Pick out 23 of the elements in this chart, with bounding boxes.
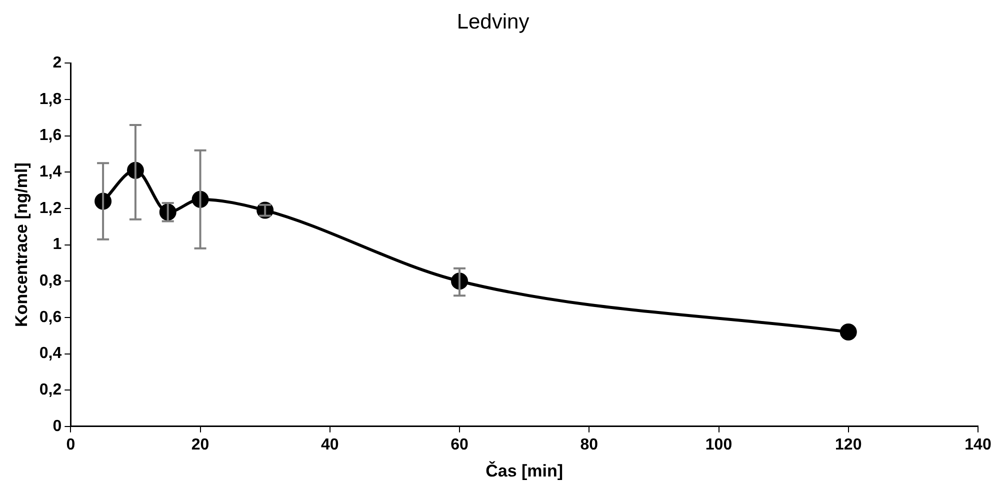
chart-title: Ledviny <box>456 10 530 34</box>
x-tick-label: 40 <box>320 436 339 454</box>
point <box>840 323 857 340</box>
x-tick-label: 0 <box>66 436 76 454</box>
x-tick-label: 80 <box>580 436 598 454</box>
x-tick-label: 60 <box>450 436 469 454</box>
y-tick-label: 1 <box>52 236 62 254</box>
y-tick-label: 1,6 <box>39 127 62 144</box>
y-tick-label: 1,2 <box>39 200 62 217</box>
y-axis-title: Koncentrace [ng/ml] <box>12 162 31 327</box>
x-tick-label: 120 <box>835 436 862 454</box>
y-tick-label: 1,8 <box>39 90 62 108</box>
x-tick-label: 100 <box>705 436 732 454</box>
y-tick-label: 2 <box>52 54 62 72</box>
y-tick-label: 0 <box>52 418 62 435</box>
y-tick-label: 0,2 <box>39 381 62 398</box>
y-tick-label: 1,4 <box>39 164 62 181</box>
y-tick-label: 0,4 <box>39 345 62 362</box>
y-tick-label: 0,6 <box>39 308 62 326</box>
x-tick-label: 20 <box>191 436 210 454</box>
y-tick-label: 0,8 <box>39 272 62 290</box>
x-tick-label: 140 <box>964 436 992 454</box>
x-axis-title: Čas [min] <box>486 460 564 480</box>
